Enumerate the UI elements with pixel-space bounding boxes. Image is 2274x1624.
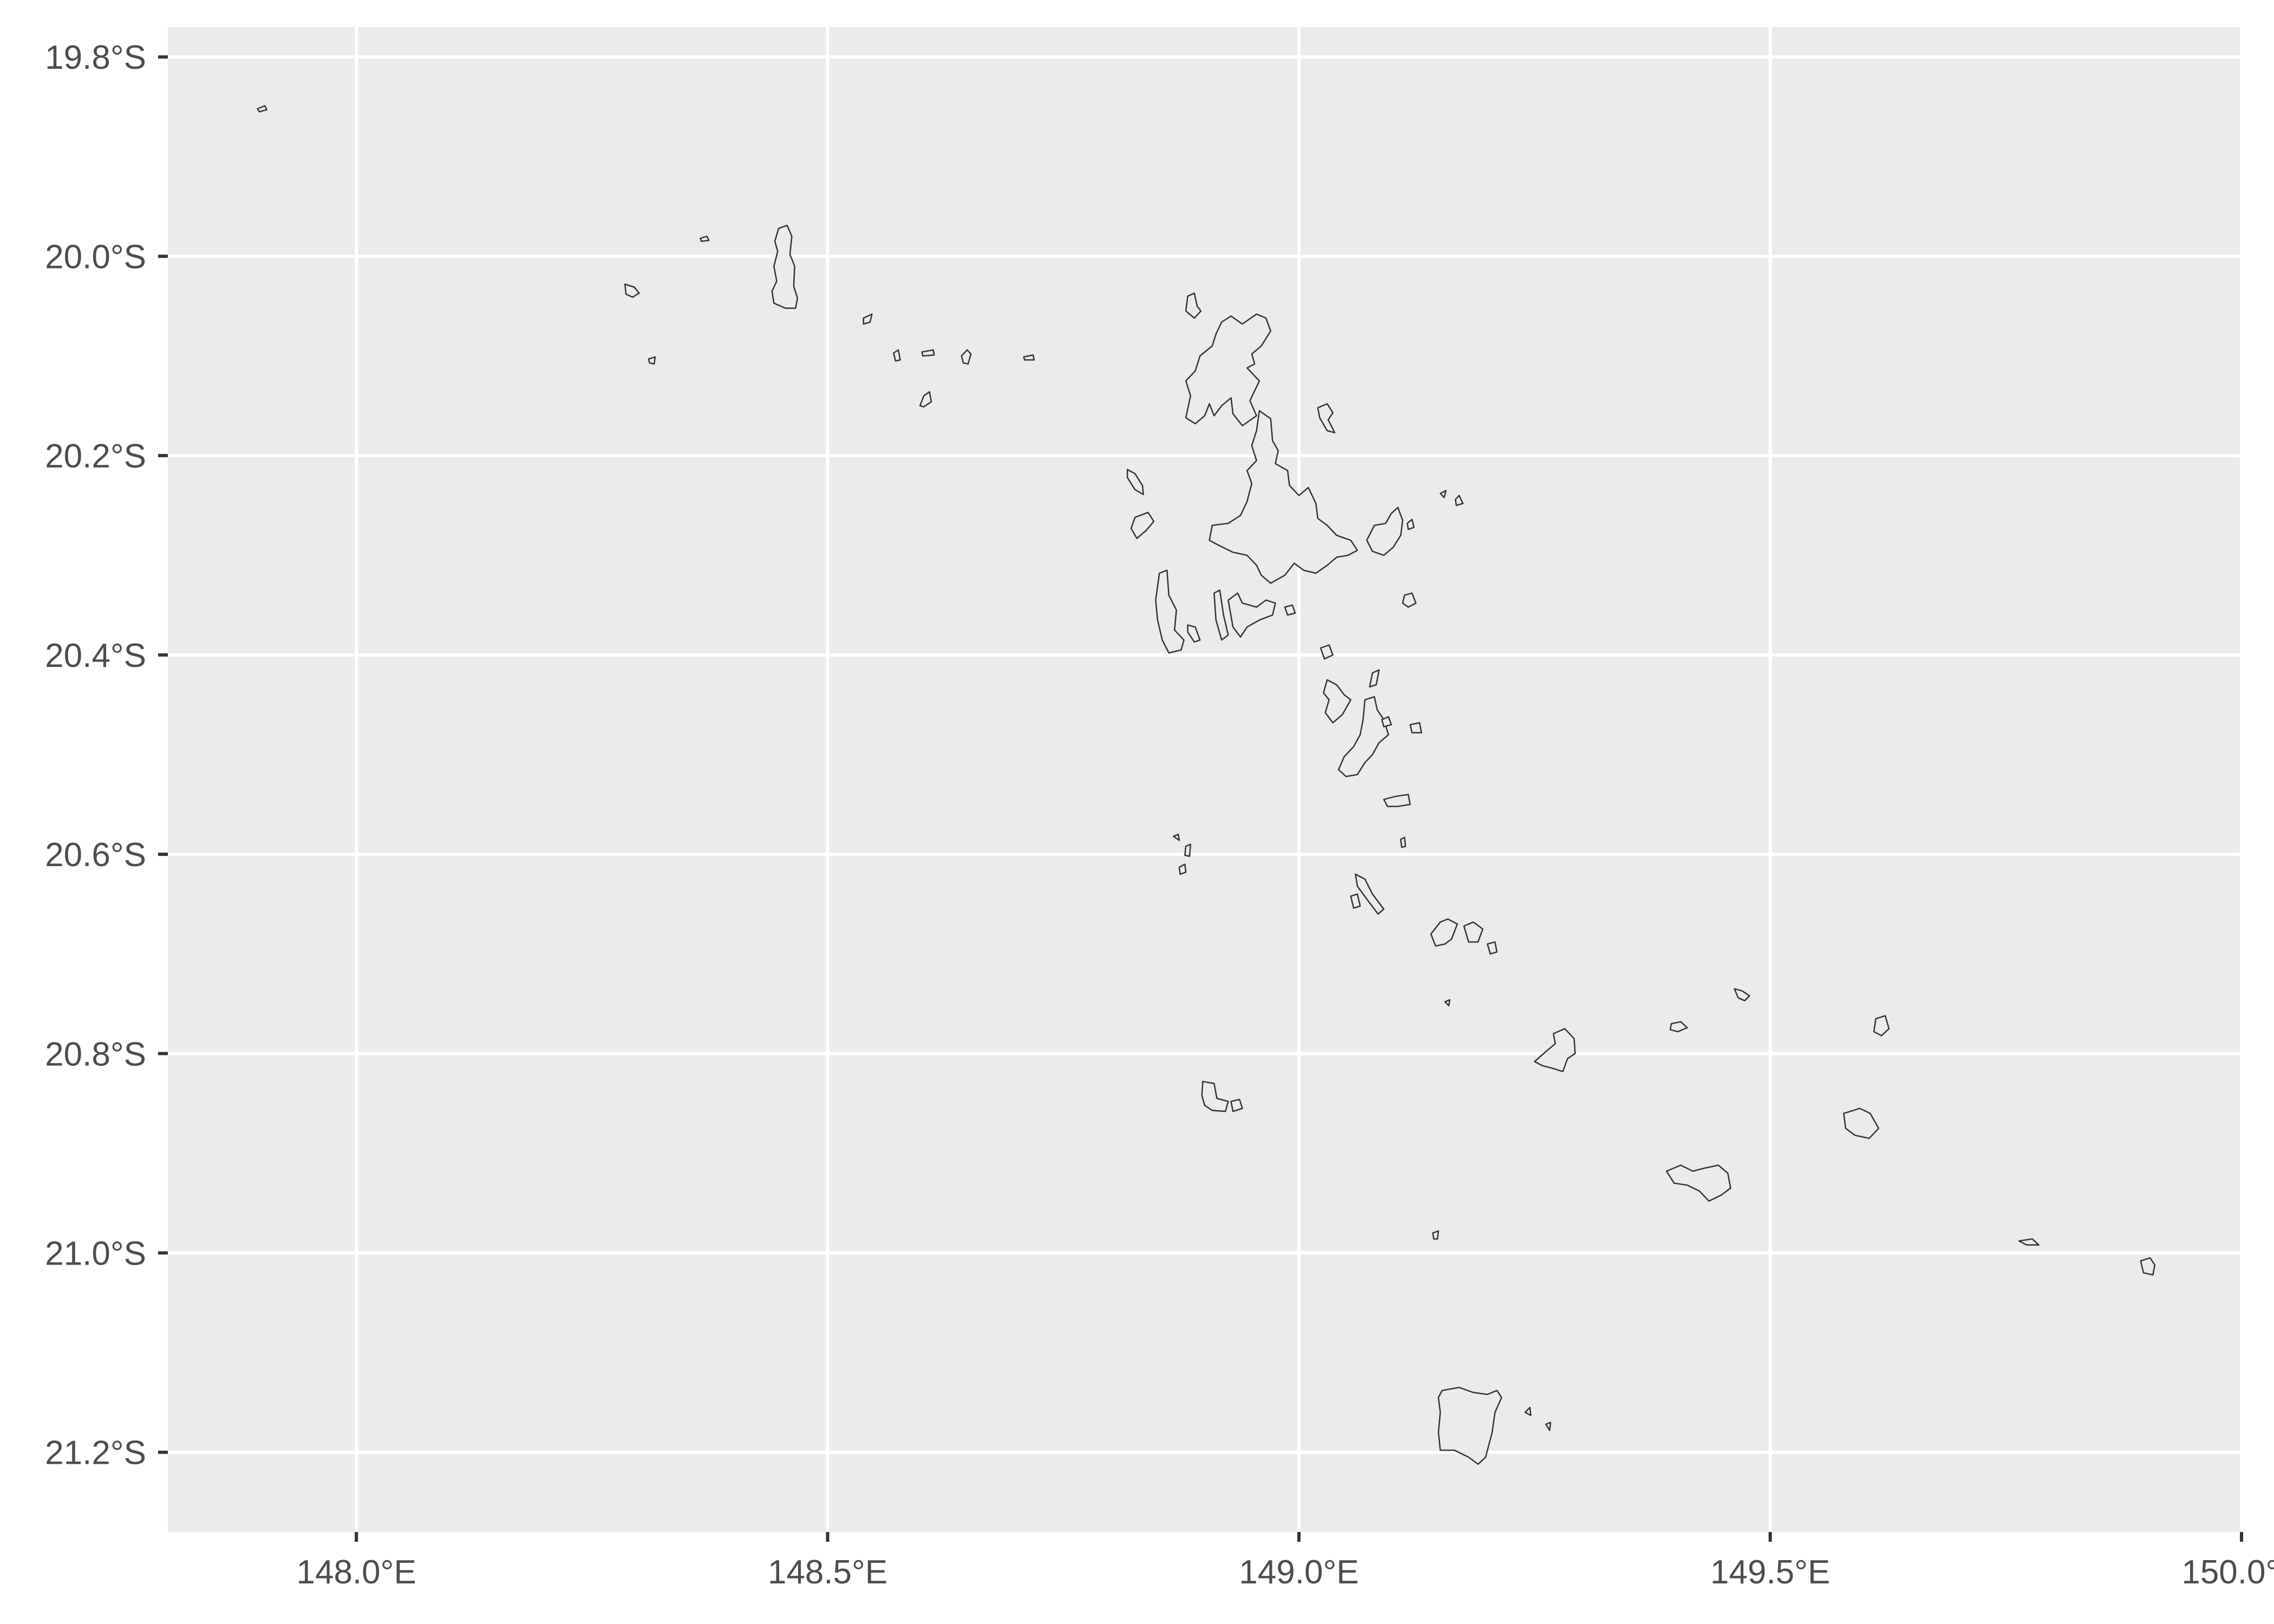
islet-29 bbox=[1400, 836, 1407, 848]
islet-22 bbox=[1402, 592, 1417, 608]
islet-25 bbox=[1369, 669, 1380, 688]
y-tick-label: 19.8°S bbox=[45, 39, 146, 76]
islet-44 bbox=[2018, 1238, 2040, 1246]
island-southwest-a bbox=[1201, 1081, 1229, 1112]
y-tick-label: 21.0°S bbox=[45, 1235, 146, 1273]
x-tick-label: 148.5°E bbox=[768, 1554, 887, 1591]
islet-10 bbox=[919, 391, 932, 408]
island-southern-chain bbox=[1337, 696, 1389, 777]
y-tick-label: 20.2°S bbox=[45, 438, 146, 475]
island-cluster-c bbox=[1665, 1164, 1731, 1202]
islet-11 bbox=[1185, 292, 1202, 319]
islet-12 bbox=[1317, 403, 1336, 434]
islet-4 bbox=[648, 356, 656, 365]
islet-17 bbox=[1407, 519, 1415, 531]
islet-28 bbox=[1383, 794, 1411, 807]
islet-15 bbox=[1439, 489, 1447, 499]
x-tick-label: 149.5°E bbox=[1710, 1554, 1830, 1591]
islet-5 bbox=[862, 313, 873, 325]
islet-14 bbox=[1130, 512, 1155, 539]
islet-20 bbox=[1213, 589, 1229, 641]
islet-8 bbox=[960, 349, 972, 365]
y-tick-label: 20.6°S bbox=[45, 836, 146, 874]
island-cluster-a bbox=[1534, 1028, 1576, 1072]
x-tick-label: 149.0°E bbox=[1239, 1554, 1358, 1591]
islet-40 bbox=[1669, 1021, 1688, 1033]
islet-47 bbox=[1545, 1422, 1552, 1431]
island-hook bbox=[1227, 592, 1276, 638]
islet-38 bbox=[1444, 999, 1450, 1007]
islet-46 bbox=[1524, 1406, 1532, 1416]
island-east-lobe bbox=[1366, 507, 1403, 556]
islet-2 bbox=[700, 235, 710, 243]
islet-3 bbox=[624, 283, 640, 298]
islet-26 bbox=[1381, 716, 1392, 728]
y-tick-label: 20.4°S bbox=[45, 637, 146, 675]
y-axis: 19.8°S 20.0°S 20.2°S 20.4°S 20.6°S 20.8°S 21.0… bbox=[45, 39, 168, 1472]
islet-37 bbox=[1487, 941, 1498, 955]
islet-9 bbox=[1023, 354, 1035, 361]
islet-21 bbox=[1284, 604, 1296, 616]
islet-19 bbox=[1187, 624, 1201, 643]
islet-45 bbox=[2140, 1257, 2156, 1276]
island-east-b bbox=[1843, 1108, 1880, 1140]
islet-34 bbox=[1350, 893, 1361, 909]
islet-16 bbox=[1454, 495, 1464, 506]
islet-42 bbox=[1230, 1098, 1243, 1112]
islet-36 bbox=[1463, 921, 1484, 943]
islet-31 bbox=[1184, 843, 1192, 857]
island-whitsunday-main bbox=[1208, 410, 1358, 584]
islet-32 bbox=[1178, 863, 1187, 875]
islet-35 bbox=[1430, 918, 1458, 947]
x-tick-label: 150.0°E bbox=[2181, 1554, 2274, 1591]
map-panel bbox=[168, 27, 2242, 1532]
islet-23 bbox=[1319, 644, 1334, 660]
islet-27 bbox=[1409, 722, 1422, 734]
islet-7 bbox=[921, 349, 935, 357]
islands-layer bbox=[257, 105, 2156, 1465]
x-axis: 148.0°E 148.5°E 149.0°E 149.5°E 150.0°E bbox=[297, 1532, 2274, 1591]
islet-13 bbox=[1126, 469, 1145, 495]
islet-1 bbox=[257, 105, 268, 113]
island-brampton bbox=[1437, 1386, 1502, 1465]
y-tick-label: 20.8°S bbox=[45, 1036, 146, 1073]
islet-43 bbox=[1432, 1230, 1439, 1240]
islet-18 bbox=[1155, 569, 1185, 654]
grid-lines bbox=[168, 27, 2243, 1532]
islet-24 bbox=[1323, 679, 1352, 724]
y-tick-label: 20.0°S bbox=[45, 238, 146, 276]
islet-30 bbox=[1173, 834, 1180, 841]
islet-39 bbox=[1734, 988, 1750, 1001]
x-tick-label: 148.0°E bbox=[297, 1554, 416, 1591]
islet-33 bbox=[1355, 873, 1385, 915]
island-nw-large bbox=[771, 225, 799, 309]
islet-6 bbox=[893, 349, 901, 362]
islet-41 bbox=[1873, 1015, 1890, 1037]
y-tick-label: 21.2°S bbox=[45, 1435, 146, 1472]
island-north-group bbox=[1185, 313, 1272, 427]
